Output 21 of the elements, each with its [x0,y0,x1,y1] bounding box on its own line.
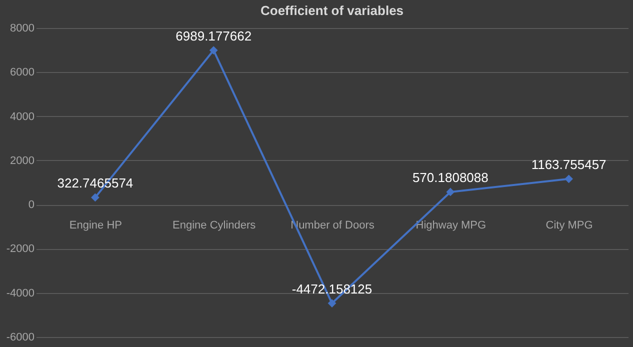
y-tick-label: -6000 [6,332,34,344]
y-tick-label: 2000 [10,154,34,167]
point [446,188,455,196]
point [91,193,100,202]
x-tick-label: Engine HP [69,220,122,232]
data-label: 570.1808088 [412,170,488,185]
x-tick-label: Highway MPG [416,220,486,232]
x-tick-label: City MPG [546,220,593,232]
y-tick-label: -4000 [6,287,34,300]
y-tick-label: 0 [28,199,34,212]
y-tick-label: -2000 [6,243,34,256]
point [209,46,218,54]
data-label: 1163.755457 [531,156,606,172]
y-tick-label: 8000 [10,22,34,34]
y-tick-label: 4000 [10,110,34,123]
point [564,174,573,184]
x-tick-label: Engine Cylinders [172,220,256,232]
y-tick-label: 6000 [10,66,34,79]
data-label: 6989.177662 [176,28,252,44]
chart-title: Coefficient of variables [260,3,404,18]
point [328,299,336,308]
